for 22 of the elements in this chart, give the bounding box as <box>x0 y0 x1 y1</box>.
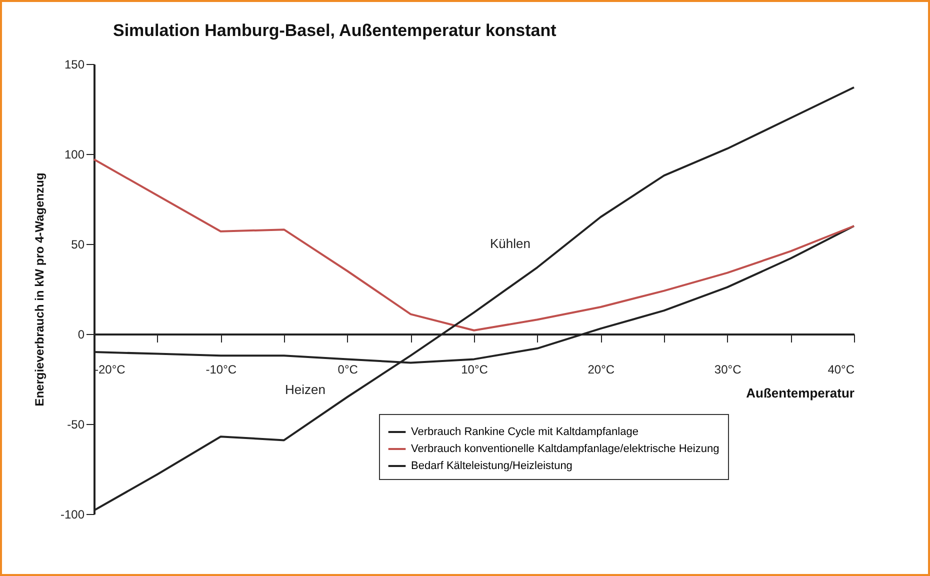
x-tick-label: -10°C <box>206 362 237 376</box>
x-tick-label: 0°C <box>338 362 358 376</box>
chart-title: Simulation Hamburg-Basel, Außentemperatur konstant <box>112 21 557 40</box>
y-tick-label: 150 <box>64 58 85 72</box>
y-tick-label: 0 <box>78 328 85 342</box>
x-tick-label: 40°C <box>828 362 855 376</box>
y-tick-label: -100 <box>60 508 85 522</box>
y-tick-label: 100 <box>64 148 85 162</box>
legend-label: Verbrauch konventionelle Kaltdampfanlage/elektrische Heizung <box>411 443 720 455</box>
x-tick-label: 20°C <box>588 362 615 376</box>
legend-label: Bedarf Kälteleistung/Heizleistung <box>411 460 572 472</box>
line-series <box>93 158 855 332</box>
annotation: Kühlen <box>490 236 530 251</box>
y-tick-label: 50 <box>71 238 85 252</box>
annotation: Heizen <box>285 382 326 397</box>
x-tick-label: -20°C <box>94 362 126 376</box>
y-tick-label: -50 <box>67 418 85 432</box>
x-tick-label: 30°C <box>714 362 742 376</box>
x-tick-label: 10°C <box>461 362 488 376</box>
legend-label: Verbrauch Rankine Cycle mit Kaltdampfanlage <box>411 426 638 438</box>
y-axis-title: Energieverbrauch in kW pro 4-Wagenzug <box>32 172 46 406</box>
x-axis-title: Außentemperatur <box>746 386 854 400</box>
